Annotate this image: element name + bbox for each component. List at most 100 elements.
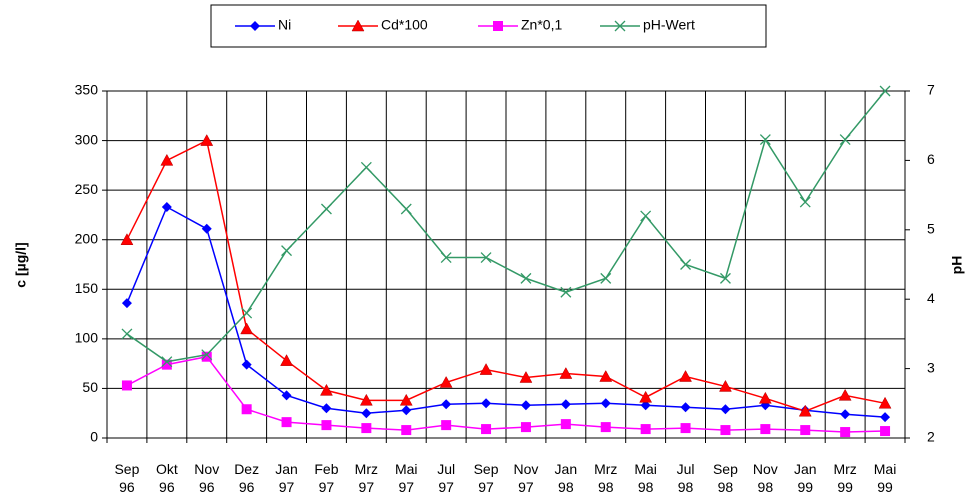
x-tick-label: Dez 96 [234,461,260,495]
data-point [120,233,134,245]
data-point [640,424,651,435]
data-point [441,399,452,410]
data-point [201,351,212,362]
data-point [161,359,172,370]
data-point [599,370,613,382]
data-point [280,354,293,366]
data-point [201,223,212,234]
data-point [520,422,531,433]
x-tick-label: Mrz 98 [594,461,618,495]
legend-marker [351,19,365,32]
series-line [126,205,886,418]
data-point [879,85,891,97]
x-tick-label: Jan 99 [793,461,817,495]
legend-label: Cd*100 [381,17,428,33]
x-tick-label: Jan 97 [275,461,298,495]
data-point [440,252,452,264]
data-point [560,419,571,430]
x-tick-label: Mai 97 [394,461,418,495]
data-point [241,359,252,370]
data-point [880,426,891,437]
data-point [520,400,531,411]
y2-tick-label: 6 [927,151,935,167]
x-tick-label: Mai 98 [634,461,657,495]
data-point [401,405,412,416]
data-point [719,272,731,284]
data-point [840,427,851,438]
data-point [400,203,412,215]
legend-marker [614,20,626,32]
x-tick-label: Jul 98 [676,461,695,495]
data-point [519,371,533,383]
y-tick-label: 300 [75,131,99,147]
data-point [361,423,372,434]
x-tick-label: Nov 96 [194,461,220,495]
x-tick-label: Feb 97 [314,461,339,495]
data-point [481,398,492,409]
x-tick-label: Nov 98 [752,461,778,495]
y-axis-label: c [µg/l] [13,242,29,287]
data-point [281,417,292,428]
data-point [758,391,772,404]
data-point [479,363,493,375]
data-point [560,399,571,410]
data-point [800,425,811,436]
data-point [720,425,731,436]
legend-label: Zn*0,1 [521,17,562,33]
data-point [719,379,732,392]
y2-tick-label: 2 [927,429,935,445]
x-tick-label: Mrz 99 [833,461,857,495]
y-tick-label: 50 [82,379,98,395]
data-point [798,404,812,417]
data-point [441,420,452,431]
data-point [680,423,691,434]
plot-border [106,90,906,439]
data-point [839,134,851,146]
data-point [560,286,572,298]
data-point [360,161,372,173]
series-line [126,355,886,433]
y-tick-label: 0 [90,429,98,445]
data-point [439,375,453,388]
data-point [520,272,532,284]
data-point [679,370,692,382]
data-point [161,201,172,212]
data-point [600,398,611,409]
data-point [399,393,413,406]
x-tick-label: Mai 99 [873,461,897,495]
data-point [640,400,651,411]
x-tick-label: Mrz 97 [354,461,378,495]
data-point [200,134,214,146]
data-point [121,298,132,309]
data-point [880,412,891,423]
x-tick-label: Sep 97 [473,461,499,495]
data-point [680,402,691,413]
x-tick-label: Nov 97 [513,461,539,495]
data-point [281,390,292,401]
data-point [320,383,333,396]
data-point [760,424,771,435]
data-point [201,349,213,361]
data-point [759,134,771,146]
data-point [480,252,492,264]
data-point [799,196,811,208]
y2-tick-label: 7 [927,82,935,98]
x-tick-label: Jan 98 [554,461,578,495]
legend-label: pH-Wert [643,17,695,33]
x-tick-label: Okt 96 [155,461,178,495]
legend-label: Ni [278,17,291,33]
y2-tick-label: 3 [927,359,935,375]
data-point [838,388,852,401]
y-tick-label: 250 [75,181,99,197]
data-point [160,153,174,166]
data-point [639,390,653,403]
data-point [720,404,731,415]
series-line [126,90,886,363]
data-point [121,380,132,391]
data-point [281,245,293,257]
x-tick-label: Sep 98 [712,461,738,495]
data-point [481,424,492,435]
data-point [161,356,173,368]
data-point [320,203,332,215]
